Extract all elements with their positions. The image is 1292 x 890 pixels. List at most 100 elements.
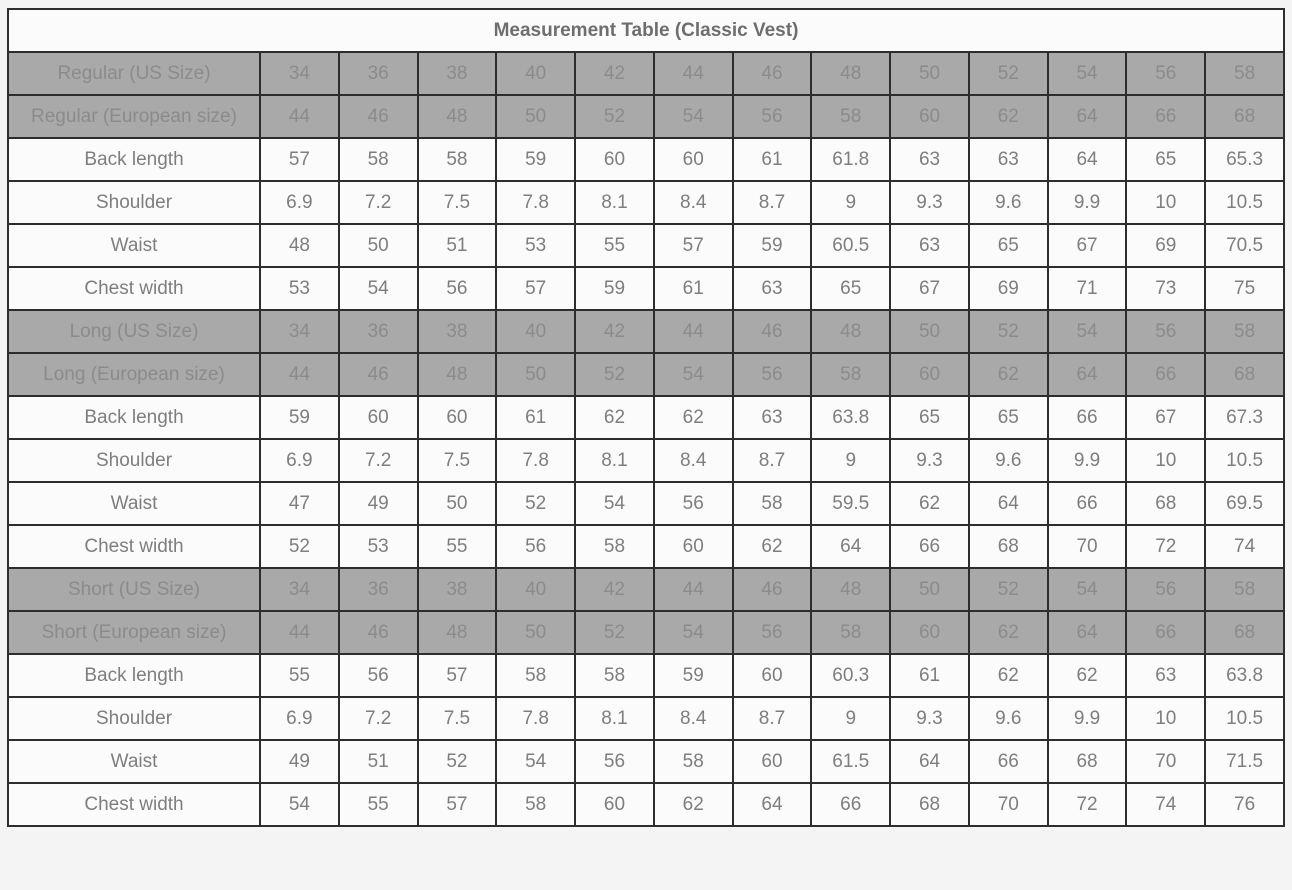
value-cell: 56 [652,481,734,526]
value-cell: 52 [495,481,577,526]
value-cell: 42 [574,309,655,354]
value-cell: 67 [1125,395,1207,440]
value-cell: 49 [259,739,340,784]
value-cell: 60 [652,524,734,569]
value-cell: 36 [337,51,419,96]
value-cell: 7.2 [337,438,419,483]
value-cell: 62 [574,395,655,440]
value-cell: 47 [259,481,340,526]
row-label: Regular (US Size) [7,51,261,96]
value-cell: 70 [1125,739,1207,784]
value-cell: 66 [1125,610,1207,655]
value-cell: 61 [731,137,813,182]
value-cell: 66 [810,782,892,827]
value-cell: 36 [337,567,419,612]
value-cell: 65.3 [1204,137,1285,182]
value-cell: 8.7 [731,438,813,483]
value-cell: 48 [416,352,498,397]
value-cell: 53 [495,223,577,268]
value-cell: 60 [416,395,498,440]
row-label: Shoulder [7,438,261,483]
value-cell: 9.3 [889,696,970,741]
value-cell: 60 [337,395,419,440]
value-cell: 60 [574,782,655,827]
value-cell: 42 [574,567,655,612]
value-cell: 59 [731,223,813,268]
value-cell: 42 [574,51,655,96]
value-cell: 58 [495,653,577,698]
value-cell: 58 [1204,51,1285,96]
value-cell: 61.5 [810,739,892,784]
value-cell: 50 [337,223,419,268]
row-label: Back length [7,395,261,440]
value-cell: 66 [1046,481,1128,526]
value-cell: 44 [259,94,340,139]
value-cell: 71 [1046,266,1128,311]
measurement-row: Chest width 53 54 56 57 59 61 63 65 67 69 71 73 75 [7,266,1285,311]
value-cell: 34 [259,567,340,612]
value-cell: 6.9 [259,180,340,225]
value-cell: 49 [337,481,419,526]
value-cell: 54 [337,266,419,311]
value-cell: 63 [731,395,813,440]
value-cell: 56 [1125,309,1207,354]
value-cell: 7.2 [337,696,419,741]
value-cell: 65 [810,266,892,311]
value-cell: 70.5 [1204,223,1285,268]
value-cell: 48 [810,309,892,354]
value-cell: 56 [731,352,813,397]
value-cell: 44 [652,567,734,612]
value-cell: 34 [259,309,340,354]
value-cell: 46 [731,309,813,354]
value-cell: 62 [1046,653,1128,698]
size-header-row: Long (European size) 44 46 48 50 52 54 56 58 60 62… [7,352,1285,397]
value-cell: 54 [574,481,655,526]
value-cell: 58 [1204,309,1285,354]
value-cell: 40 [495,309,577,354]
value-cell: 9.6 [967,180,1049,225]
value-cell: 60 [652,137,734,182]
value-cell: 7.8 [495,180,577,225]
value-cell: 65 [889,395,970,440]
value-cell: 64 [810,524,892,569]
value-cell: 61 [652,266,734,311]
value-cell: 6.9 [259,696,340,741]
value-cell: 54 [1046,567,1128,612]
value-cell: 54 [259,782,340,827]
value-cell: 58 [810,94,892,139]
value-cell: 56 [731,94,813,139]
row-label: Back length [7,653,261,698]
value-cell: 48 [416,94,498,139]
value-cell: 8.1 [574,180,655,225]
value-cell: 64 [889,739,970,784]
value-cell: 66 [889,524,970,569]
value-cell: 40 [495,51,577,96]
value-cell: 68 [1204,352,1285,397]
value-cell: 59 [574,266,655,311]
value-cell: 60 [889,352,970,397]
value-cell: 9 [810,180,892,225]
value-cell: 38 [416,51,498,96]
value-cell: 53 [259,266,340,311]
value-cell: 62 [967,94,1049,139]
value-cell: 54 [652,352,734,397]
value-cell: 56 [337,653,419,698]
value-cell: 61 [495,395,577,440]
row-label: Chest width [7,524,261,569]
measurement-row: Shoulder 6.9 7.2 7.5 7.8 8.1 8.4 8.7 9 9.3 9.6 9.9 1… [7,180,1285,225]
value-cell: 9 [810,696,892,741]
value-cell: 54 [652,94,734,139]
value-cell: 54 [1046,309,1128,354]
value-cell: 9.3 [889,438,970,483]
value-cell: 70 [967,782,1049,827]
value-cell: 62 [889,481,970,526]
value-cell: 50 [416,481,498,526]
value-cell: 74 [1204,524,1285,569]
value-cell: 58 [810,610,892,655]
measurement-row: Waist 49 51 52 54 56 58 60 61.5 64 66 68 70 71.5 [7,739,1285,784]
value-cell: 67 [1046,223,1128,268]
value-cell: 61 [889,653,970,698]
value-cell: 50 [889,51,970,96]
value-cell: 9.6 [967,438,1049,483]
